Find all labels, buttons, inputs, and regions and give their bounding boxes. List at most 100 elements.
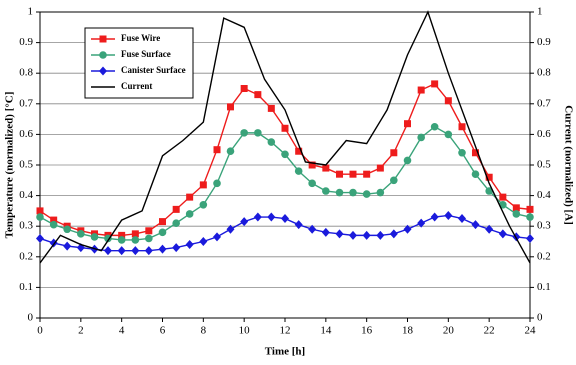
marker (90, 233, 99, 241)
marker (376, 230, 385, 240)
x-tick-label: 6 (160, 325, 166, 337)
marker (99, 66, 107, 76)
marker (267, 212, 276, 222)
x-tick-label: 14 (320, 325, 332, 337)
marker (417, 133, 425, 142)
marker (77, 230, 85, 238)
marker (458, 214, 467, 224)
marker (145, 227, 153, 235)
marker (526, 205, 534, 213)
y-tick-label: 0.4 (19, 189, 33, 201)
marker (213, 232, 222, 242)
marker (471, 170, 480, 178)
marker (118, 231, 126, 239)
x-tick-label: 24 (525, 325, 537, 337)
marker (362, 190, 371, 198)
marker (226, 103, 234, 111)
y-axis-label: Temperature (normalized) [°C] (4, 92, 16, 239)
marker (117, 246, 126, 256)
marker (471, 149, 479, 157)
x-tick-label: 4 (119, 325, 125, 337)
marker (49, 220, 58, 229)
marker (63, 241, 72, 251)
marker (185, 210, 194, 218)
marker (417, 218, 426, 228)
y2-tick-label: 1 (537, 6, 543, 18)
marker (50, 216, 58, 224)
marker (430, 122, 439, 131)
marker (186, 193, 194, 201)
marker (267, 138, 276, 146)
marker (294, 167, 303, 175)
y2-tick-label: 0.9 (537, 36, 551, 48)
y2-tick-label: 0.7 (537, 97, 551, 109)
marker (308, 224, 317, 234)
marker (99, 51, 107, 59)
x-tick-label: 12 (280, 325, 291, 337)
marker (499, 193, 507, 201)
marker (294, 220, 303, 230)
marker (336, 170, 344, 178)
marker (458, 148, 466, 157)
marker (185, 240, 194, 250)
marker (444, 130, 453, 139)
y-tick-label: 0.9 (19, 36, 33, 48)
marker (417, 86, 425, 94)
marker (404, 120, 411, 128)
marker (431, 80, 439, 88)
marker (376, 164, 384, 172)
marker (363, 170, 371, 178)
marker (322, 164, 330, 172)
marker (254, 91, 262, 99)
marker (403, 156, 412, 165)
marker (390, 149, 398, 157)
marker (390, 176, 398, 185)
marker (281, 124, 289, 132)
marker (348, 230, 357, 240)
marker (131, 236, 140, 244)
marker (430, 212, 439, 222)
marker (131, 230, 139, 238)
marker (281, 150, 289, 159)
marker (99, 35, 107, 43)
marker (36, 233, 44, 243)
y2-axis-label: Current (normalized) [A] (562, 105, 574, 225)
marker (254, 129, 262, 137)
marker (308, 161, 316, 169)
legend-label: Fuse Surface (121, 49, 171, 59)
marker (103, 246, 112, 256)
y2-tick-label: 0.2 (537, 250, 551, 262)
x-tick-label: 20 (443, 325, 455, 337)
marker (281, 214, 289, 224)
y-tick-label: 0.8 (19, 67, 33, 79)
marker (213, 179, 221, 188)
marker (253, 212, 262, 222)
plot-frame (39, 11, 531, 319)
marker (172, 243, 181, 253)
marker (158, 244, 167, 254)
x-tick-label: 18 (402, 325, 414, 337)
marker (376, 188, 385, 197)
y2-tick-label: 0.4 (537, 189, 551, 201)
marker (226, 224, 235, 234)
marker (458, 123, 466, 131)
y-tick-label: 0 (28, 312, 34, 324)
marker (403, 224, 412, 234)
legend-label: Fuse Wire (121, 33, 160, 43)
marker (158, 228, 167, 237)
y-tick-label: 0.2 (19, 250, 33, 262)
marker (335, 229, 344, 239)
marker (512, 210, 521, 218)
marker (63, 225, 71, 234)
x-tick-label: 10 (239, 325, 251, 337)
marker (159, 218, 166, 226)
marker (131, 246, 140, 256)
y2-tick-label: 0.6 (537, 128, 551, 140)
marker (295, 147, 303, 155)
marker (471, 220, 480, 230)
marker (172, 219, 180, 227)
marker (321, 227, 330, 237)
marker (240, 85, 248, 92)
marker (349, 188, 357, 197)
